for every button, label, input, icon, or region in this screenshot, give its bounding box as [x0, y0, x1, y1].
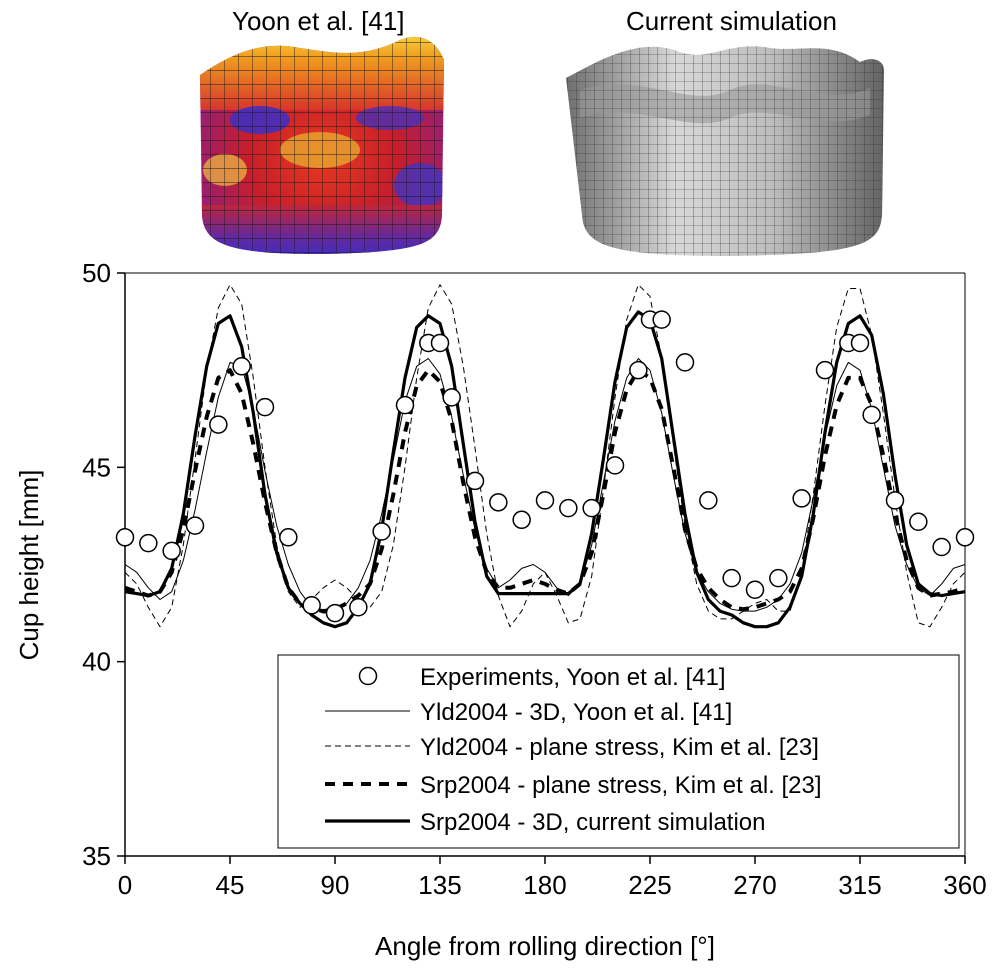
legend: Experiments, Yoon et al. [41] Yld2004 - 3… — [277, 654, 960, 849]
experiment-point — [139, 533, 158, 553]
x-tick-label: 315 — [838, 870, 881, 900]
experiment-point — [815, 360, 835, 380]
experiment-point — [559, 498, 578, 518]
legend-label: Yld2004 - plane stress, Kim et al. [23] — [420, 734, 819, 761]
experiment-point — [722, 568, 741, 588]
series-line-4 — [124, 310, 966, 629]
x-tick-label: 0 — [118, 870, 132, 900]
current-simulation-cup-image — [566, 46, 884, 257]
left-image-caption: Yoon et al. [41] — [232, 6, 405, 36]
legend-symbol — [358, 666, 378, 686]
y-tick-label: 35 — [82, 841, 111, 871]
x-axis-title: Angle from rolling direction [°] — [375, 931, 715, 961]
experiment-point — [185, 516, 205, 535]
y-axis-title: Cup height [mm] — [14, 470, 44, 661]
experiment-point — [430, 333, 450, 353]
experiment-point — [955, 528, 975, 547]
right-image-caption: Current simulation — [626, 6, 837, 36]
experiment-point — [769, 568, 788, 588]
experiment-point — [465, 471, 485, 491]
experiment-point — [792, 489, 811, 508]
experiment-point — [909, 512, 928, 531]
experiment-point — [349, 598, 368, 617]
series-line-2 — [124, 284, 966, 628]
x-tick-label: 135 — [418, 870, 461, 900]
experiment-point — [605, 456, 625, 475]
experiment-point — [862, 405, 881, 425]
experiment-point — [699, 491, 718, 510]
experiment-point — [302, 596, 321, 615]
experiment-point — [115, 528, 135, 547]
series-line-3 — [124, 368, 966, 614]
experiment-point — [745, 580, 765, 600]
experiment-point — [489, 493, 508, 512]
experiment-point — [232, 357, 251, 376]
series-lines — [124, 284, 966, 629]
experiment-markers — [115, 310, 975, 623]
experiment-point — [652, 310, 671, 329]
x-tick-label: 225 — [628, 870, 671, 900]
experiment-point — [162, 541, 181, 561]
experiment-point — [932, 537, 951, 557]
legend-box — [277, 654, 960, 849]
experiment-point — [442, 388, 461, 407]
y-tick-label: 50 — [82, 258, 111, 288]
legend-label: Srp2004 - plane stress, Kim et al. [23] — [420, 772, 822, 799]
axis-ticks: 0 45 90 135 180 225 270 315 360 35 40 45 50 — [82, 258, 987, 900]
experiment-point — [209, 415, 228, 434]
experiment-point — [325, 603, 345, 623]
x-tick-label: 45 — [216, 870, 245, 900]
y-tick-label: 45 — [82, 452, 111, 482]
experiment-point — [850, 333, 870, 353]
experiment-point — [885, 491, 905, 510]
experiment-point — [512, 510, 531, 530]
legend-label: Yld2004 - 3D, Yoon et al. [41] — [420, 699, 732, 726]
experiment-point — [582, 498, 601, 518]
legend-label: Experiments, Yoon et al. [41] — [420, 664, 726, 691]
experiment-point — [675, 353, 695, 372]
experiment-point — [279, 528, 298, 547]
x-tick-label: 90 — [321, 870, 350, 900]
x-tick-label: 270 — [733, 870, 776, 900]
legend-label: Srp2004 - 3D, current simulation — [420, 809, 766, 836]
yoon-cup-image — [200, 36, 444, 254]
experiment-point — [255, 397, 275, 417]
y-tick-label: 40 — [82, 647, 111, 677]
x-tick-label: 360 — [943, 870, 986, 900]
experiment-point — [395, 395, 415, 415]
experiment-point — [629, 360, 648, 380]
x-tick-label: 180 — [523, 870, 566, 900]
experiment-point — [535, 491, 555, 510]
experiment-point — [372, 522, 391, 541]
